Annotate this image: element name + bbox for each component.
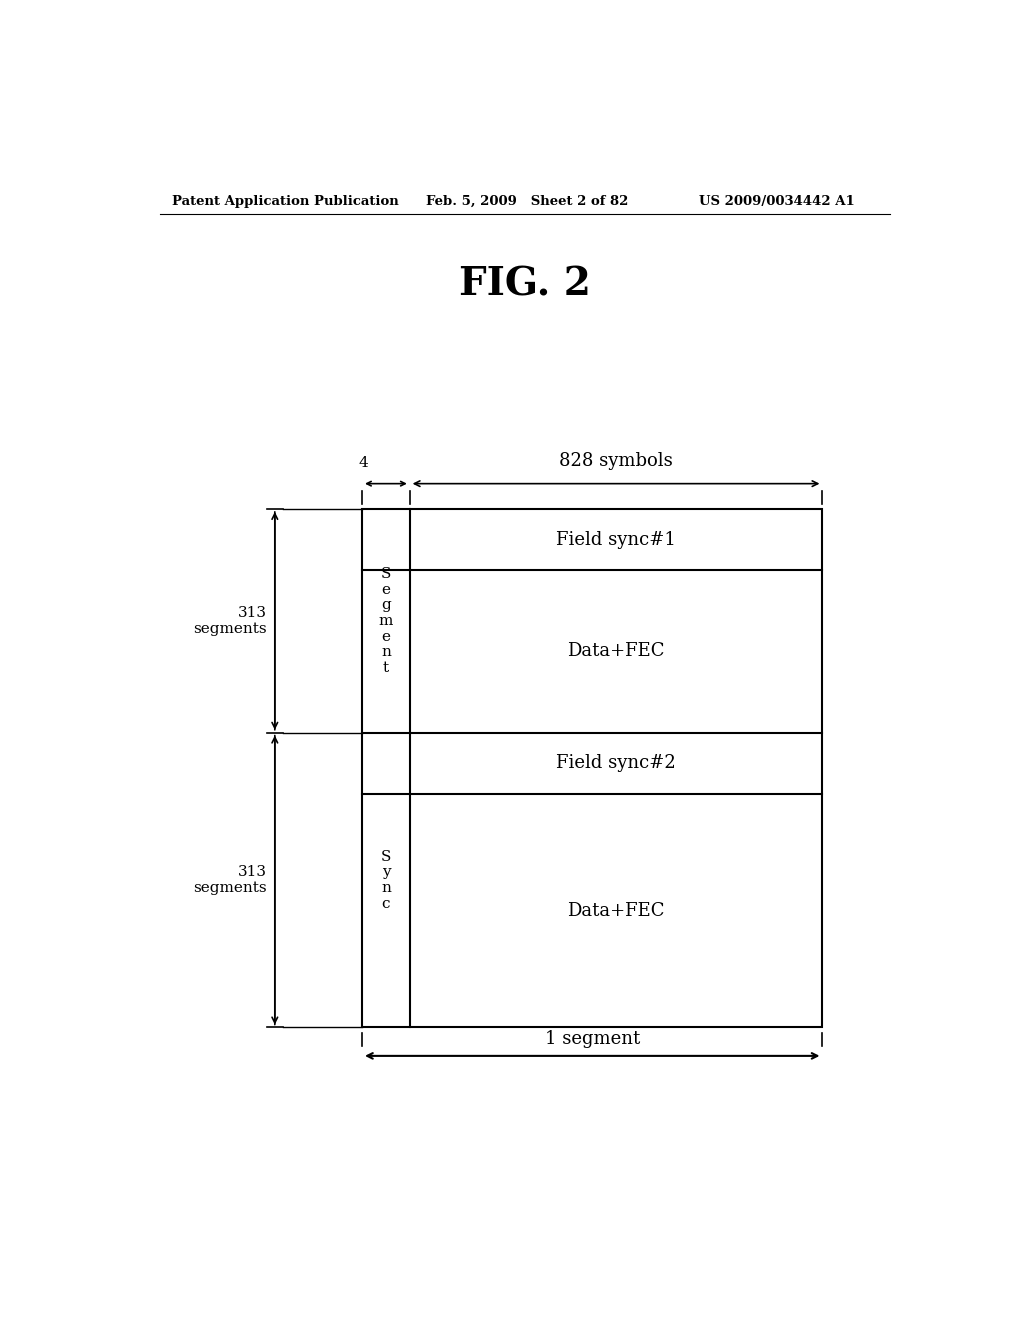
Text: US 2009/0034442 A1: US 2009/0034442 A1 [699,195,855,209]
Text: Field sync#1: Field sync#1 [556,531,676,549]
Text: S
e
g
m
e
n
t: S e g m e n t [379,566,393,675]
Text: 313
segments: 313 segments [194,606,267,636]
Bar [362,510,822,1027]
Text: S
y
n
c: S y n c [381,850,391,911]
Text: Data+FEC: Data+FEC [567,902,665,920]
Text: 313
segments: 313 segments [194,865,267,895]
Text: 4: 4 [358,457,368,470]
Text: Data+FEC: Data+FEC [567,643,665,660]
Text: Feb. 5, 2009   Sheet 2 of 82: Feb. 5, 2009 Sheet 2 of 82 [426,195,628,209]
Text: Field sync#2: Field sync#2 [556,754,676,772]
Text: Patent Application Publication: Patent Application Publication [172,195,398,209]
Text: FIG. 2: FIG. 2 [459,265,591,304]
Text: 828 symbols: 828 symbols [559,453,673,470]
Text: 1 segment: 1 segment [545,1030,640,1048]
